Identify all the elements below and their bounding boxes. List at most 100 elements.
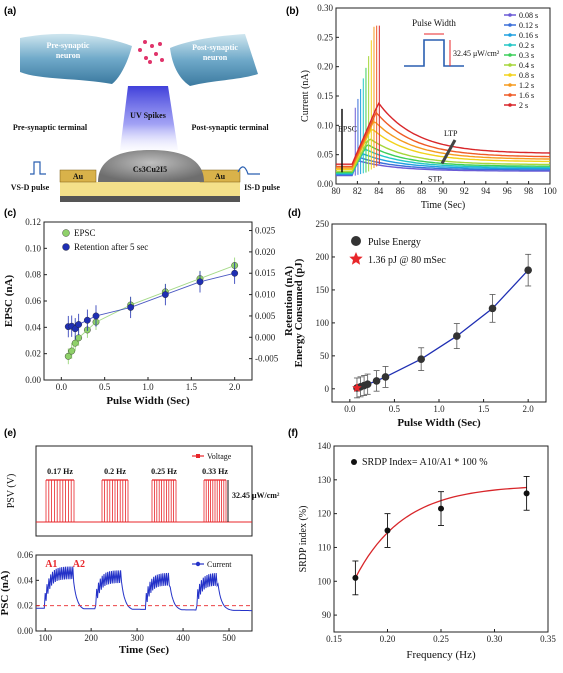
legend-label: 1.2 s — [519, 81, 534, 90]
y-tick-label: 0.00 — [25, 375, 41, 385]
data-point — [524, 266, 532, 274]
data-point — [352, 574, 359, 581]
x-tick-label: 1.0 — [433, 404, 445, 414]
x-tick-label: 100 — [543, 186, 557, 196]
legend-marker — [508, 73, 512, 77]
isd-pulse-icon — [237, 166, 260, 175]
pulse-shape — [404, 39, 464, 67]
legend-label: 0.4 s — [519, 61, 534, 70]
x-tick-label: 0.5 — [99, 382, 111, 392]
x-axis-label: Pulse Width (Sec) — [397, 417, 481, 429]
y-axis-label: PSV (V) — [6, 474, 17, 509]
x-tick-label: 500 — [222, 633, 236, 643]
plot-frame — [333, 445, 549, 633]
y-axis-label: SRDP index (%) — [298, 506, 309, 573]
legend-label: EPSC — [74, 228, 96, 238]
y-tick-label: 200 — [316, 252, 330, 262]
y-axis-label: EPSC (nA) — [3, 275, 15, 328]
svg-text:neuron: neuron — [56, 51, 81, 60]
x-tick-label: 86 — [396, 186, 406, 196]
legend-label: 0.8 s — [519, 71, 534, 80]
legend-label: 0.16 s — [519, 31, 538, 40]
x-tick-label: 88 — [417, 186, 427, 196]
y-tick-label: 0.15 — [317, 91, 333, 101]
legend-label: 0.3 s — [519, 51, 534, 60]
y-tick-label: 90 — [322, 610, 332, 620]
legend-label: 1.6 s — [519, 91, 534, 100]
y-tick-label: 0.04 — [17, 575, 33, 585]
panel-label-b: (b) — [286, 6, 299, 17]
frequency-label: 0.25 Hz — [151, 467, 177, 476]
data-point — [438, 505, 444, 512]
x-tick-label: 0.15 — [326, 634, 342, 644]
svg-text:neuron: neuron — [203, 53, 228, 62]
y-tick-label: 0.02 — [17, 601, 33, 611]
y-tick-label: 140 — [318, 441, 332, 451]
panel-label-d: (d) — [288, 208, 301, 219]
y-tick-label: 110 — [318, 542, 332, 552]
panel-label-e: (e) — [4, 428, 16, 439]
legend-label: 0.08 s — [519, 11, 538, 20]
legend-label: Retention after 5 sec — [74, 242, 148, 252]
y-tick-label: 0.05 — [317, 150, 333, 160]
highlight-star — [352, 382, 362, 392]
pre-terminal-label: Pre-synaptic terminal — [13, 123, 88, 132]
y2-tick-label: 0.010 — [255, 290, 276, 300]
y-axis-label: Energy Consumed (pJ) — [293, 258, 305, 367]
legend-marker — [351, 236, 361, 246]
x-tick-label: 1.0 — [142, 382, 154, 392]
voltage-frame — [35, 445, 253, 537]
panel-label-f: (f) — [288, 428, 298, 439]
x-tick-label: 84 — [374, 186, 384, 196]
data-point — [417, 355, 425, 363]
data-point — [523, 490, 530, 497]
y-tick-label: 0 — [325, 384, 330, 394]
legend-marker — [196, 454, 200, 458]
post-terminal-label: Post-synaptic terminal — [191, 123, 269, 132]
y-tick-label: 120 — [318, 509, 332, 519]
legend-marker — [508, 43, 512, 47]
legend-marker — [508, 83, 512, 87]
legend-marker — [195, 561, 201, 567]
legend-marker — [351, 459, 357, 465]
pre-synaptic-neuron — [20, 33, 132, 84]
post-neuron-label: Post-synaptic — [192, 43, 238, 52]
legend-label: 1.36 pJ @ 80 mSec — [368, 255, 446, 266]
y2-tick-label: -0.005 — [255, 354, 279, 364]
legend-label: Pulse Energy — [368, 237, 421, 248]
perovskite-film — [98, 150, 204, 182]
panel-label-a: (a) — [4, 6, 16, 17]
svg-text:Au: Au — [215, 172, 226, 181]
x-tick-label: 0.0 — [344, 404, 356, 414]
vsd-label: VS-D pulse — [11, 183, 50, 192]
frequency-label: 0.33 Hz — [202, 467, 228, 476]
x-tick-label: 0.30 — [487, 634, 503, 644]
x-axis-label: Pulse Width (Sec) — [106, 395, 190, 407]
y-tick-label: 0.06 — [25, 296, 41, 306]
y-tick-label: 150 — [316, 285, 330, 295]
panel-f: (f) 0.15 0.20 0.25 0.30 0.35 90 100 110 120 130 14… — [288, 428, 556, 661]
legend-label: 0.2 s — [519, 41, 534, 50]
x-tick-label: 0.20 — [380, 634, 396, 644]
series-line-1.6s — [336, 111, 550, 168]
legend-label: Current — [207, 560, 232, 569]
x-tick-label: 1.5 — [186, 382, 198, 392]
y-tick-label: 0.12 — [25, 217, 41, 227]
data-point — [363, 380, 372, 389]
series-line-2s — [336, 101, 551, 165]
legend-label: SRDP Index= A10/A1 * 100 % — [362, 457, 488, 468]
legend-star — [349, 252, 363, 265]
legend-marker — [508, 63, 512, 67]
neurotransmitters — [138, 40, 164, 64]
fit-line — [67, 264, 235, 357]
x-axis-label: Time (Sec) — [119, 644, 170, 656]
x-tick-label: 1.5 — [478, 404, 490, 414]
y-tick-label: 100 — [318, 576, 332, 586]
stp-label: STP — [428, 175, 442, 184]
data-point — [372, 377, 381, 385]
y-tick-label: 0.08 — [25, 270, 41, 280]
data-point — [384, 527, 391, 534]
y2-axis-label: Retention (nA) — [283, 266, 295, 336]
y-tick-label: 250 — [316, 219, 330, 229]
